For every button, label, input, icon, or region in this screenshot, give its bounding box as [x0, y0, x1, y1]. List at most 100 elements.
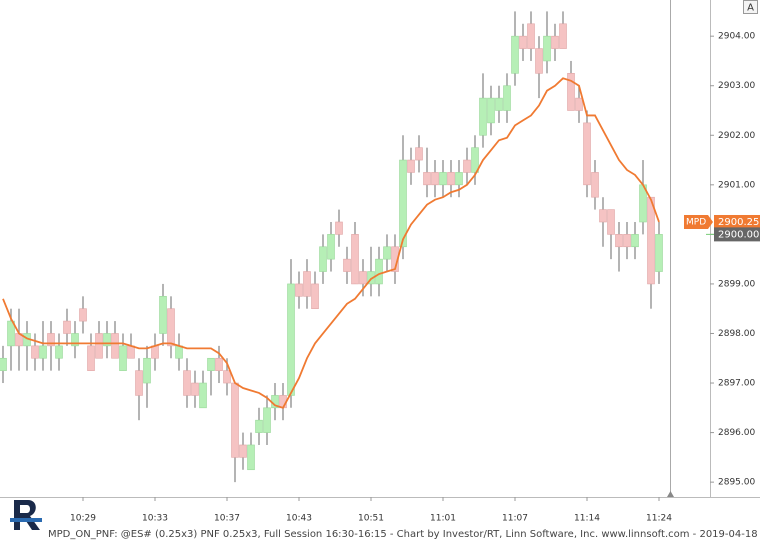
candle-body	[575, 97, 583, 111]
candle-body	[231, 382, 239, 458]
x-tick-label: 10:51	[358, 514, 384, 524]
candle-body	[0, 357, 7, 371]
candle-body	[527, 23, 535, 49]
candle-body	[295, 283, 303, 297]
candle-body	[151, 345, 159, 359]
candle-body	[511, 35, 519, 74]
candle-body	[655, 234, 663, 272]
candle-body	[439, 172, 447, 186]
candle-body	[95, 333, 103, 359]
x-tick-label: 10:43	[286, 514, 312, 524]
candle-body	[543, 35, 551, 62]
candle-body	[311, 283, 319, 310]
candle-body	[431, 172, 439, 186]
indicator-value-tag	[714, 214, 760, 229]
x-tick-label: 10:29	[70, 514, 96, 524]
candle-body	[519, 35, 527, 49]
candle-body	[351, 234, 359, 285]
candle-body	[591, 172, 599, 198]
candle-body	[471, 147, 479, 173]
indicator-tag	[684, 214, 713, 229]
candle-body	[31, 345, 39, 359]
candle-body	[199, 382, 207, 409]
indicator-tag-name: MPD	[686, 217, 706, 227]
candle-body	[631, 234, 639, 248]
last-price-label: 2900.00	[718, 229, 759, 240]
candle-body	[343, 258, 351, 272]
candle-body	[223, 370, 231, 384]
candle-body	[447, 172, 455, 186]
candle-body	[599, 209, 607, 223]
candle-body	[87, 345, 95, 371]
candle-body	[7, 320, 15, 347]
candle-body	[55, 345, 63, 359]
candle-body	[239, 444, 247, 458]
indicator-value-label: 2900.25	[718, 217, 759, 228]
candle-body	[119, 345, 127, 371]
x-tick-label: 11:01	[430, 514, 456, 524]
candle-body	[127, 345, 135, 359]
x-tick-label: 11:14	[574, 514, 600, 524]
candle-body	[71, 333, 79, 347]
candle-body	[247, 444, 255, 471]
candle-body	[407, 159, 415, 173]
candle-body	[383, 246, 391, 260]
y-tick-label: 2898.00	[718, 329, 755, 339]
candle-body	[159, 296, 167, 334]
candle-body	[191, 382, 199, 396]
candle-body	[63, 320, 71, 334]
candle-body	[207, 357, 215, 371]
y-tick-label: 2902.00	[718, 131, 755, 141]
candle-body	[111, 333, 119, 359]
candle-body	[623, 234, 631, 248]
candle-body	[607, 209, 615, 235]
candle-body	[399, 159, 407, 248]
candle-body	[535, 48, 543, 74]
auto-button-label[interactable]: A	[747, 3, 754, 14]
candles	[0, 11, 663, 483]
candle-body	[143, 357, 151, 384]
footer: MPD_ON_PNF: @ES# (0.25x3) PNF 0.25x3, Fu…	[48, 529, 760, 540]
candle-body	[359, 271, 367, 285]
x-tick-label: 10:33	[142, 514, 168, 524]
candle-body	[327, 234, 335, 260]
y-tick-label: 2895.00	[718, 478, 755, 488]
y-tick-label: 2901.00	[718, 180, 755, 190]
candle-body	[479, 97, 487, 136]
candle-body	[319, 246, 327, 272]
candle-body	[463, 159, 471, 173]
candle-body	[263, 407, 271, 433]
y-tick-label: 2899.00	[718, 279, 755, 289]
candle-body	[415, 147, 423, 161]
candle-body	[287, 283, 295, 396]
candle-body	[495, 97, 503, 111]
candle-body	[487, 97, 495, 124]
candle-body	[215, 357, 223, 371]
cursor-marker	[667, 491, 674, 497]
candle-body	[103, 333, 111, 347]
auto-button[interactable]	[743, 0, 758, 14]
candle-body	[135, 370, 143, 396]
x-tick-label: 11:24	[646, 514, 672, 524]
candle-body	[567, 73, 575, 111]
x-tick-label: 10:37	[214, 514, 240, 524]
candle-body	[559, 23, 567, 49]
candle-body	[167, 308, 175, 347]
last-price-tag	[714, 227, 760, 242]
candle-body	[455, 172, 463, 186]
candle-body	[615, 234, 623, 248]
candle-body	[303, 271, 311, 297]
candle-body	[375, 258, 383, 285]
x-tick-label: 11:07	[502, 514, 528, 524]
candle-body	[503, 85, 511, 111]
candle-body	[47, 333, 55, 347]
candle-body	[175, 345, 183, 359]
candle-body	[647, 196, 655, 285]
logo	[10, 500, 42, 530]
candle-body	[583, 122, 591, 186]
candle-body	[255, 419, 263, 433]
candle-body	[423, 172, 431, 186]
y-tick-label: 2904.00	[718, 32, 755, 42]
candle-body	[79, 308, 87, 322]
